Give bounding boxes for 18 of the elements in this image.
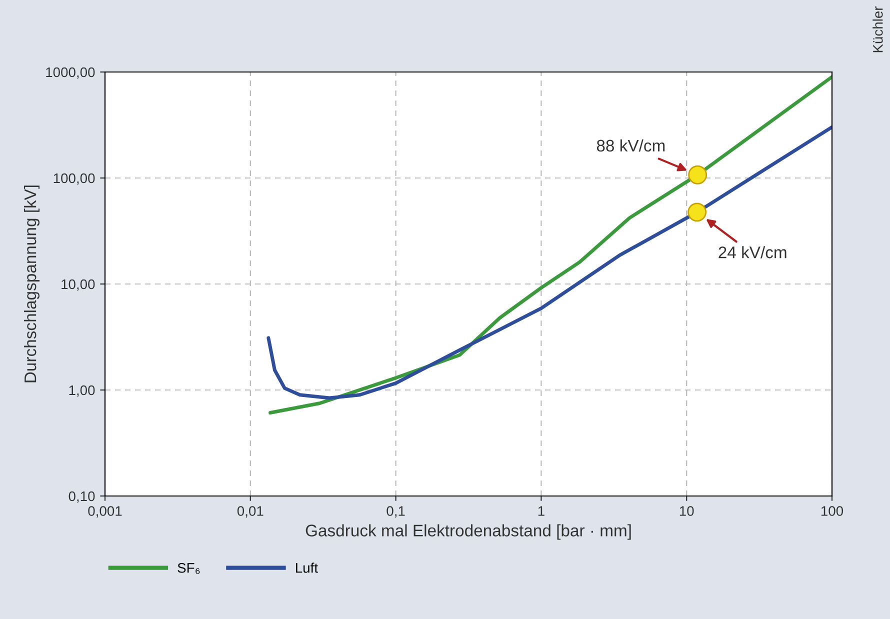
x-tick-label: 0,001 bbox=[88, 506, 122, 518]
y-tick-label: 10,00 bbox=[62, 279, 95, 291]
x-tick-label: 0,01 bbox=[237, 506, 264, 518]
y-axis-title: Durchschlagspannung [kV] bbox=[24, 186, 40, 382]
x-tick-label: 10 bbox=[680, 506, 694, 516]
legend-label: Luft bbox=[296, 562, 318, 573]
y-tick-label: 1,00 bbox=[69, 385, 95, 397]
y-tick-label: 100,00 bbox=[54, 173, 95, 185]
annotation: 88 kV/cm bbox=[596, 139, 665, 152]
annotation: 24 kV/cm bbox=[718, 246, 786, 258]
x-axis-title: Gasdruck mal Elektrodenabstand [bar · mm] bbox=[306, 524, 631, 540]
text: Küchler bbox=[872, 6, 883, 52]
y-tick-label: 1000,00 bbox=[46, 67, 95, 79]
x-tick-label: 1 bbox=[538, 506, 544, 516]
x-tick-label: 0,1 bbox=[386, 506, 405, 518]
y-tick-label: 0,10 bbox=[68, 491, 95, 503]
legend-label: SF₆ bbox=[178, 562, 200, 574]
x-tick-label: 100 bbox=[821, 506, 844, 516]
